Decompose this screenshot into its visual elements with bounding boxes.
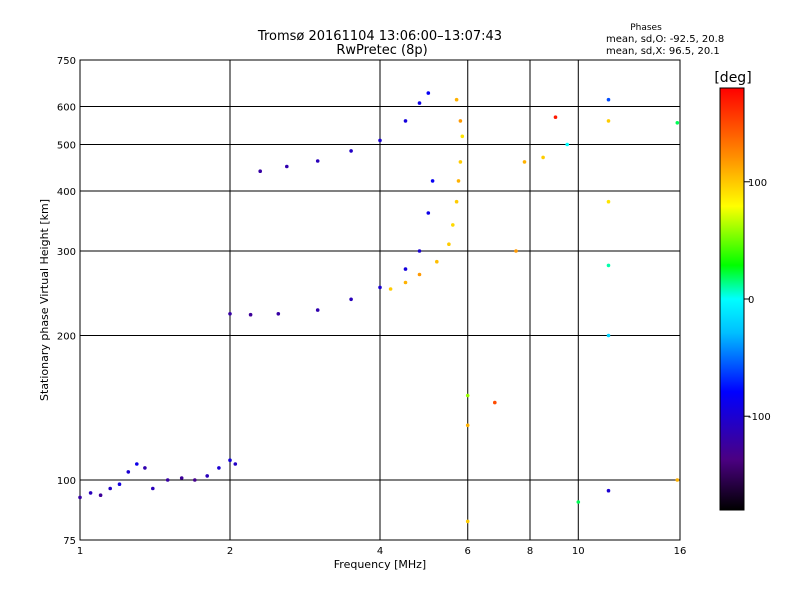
data-point — [426, 211, 431, 215]
data-point — [493, 400, 497, 405]
data-point — [417, 272, 422, 277]
x-tick-label: 1 — [77, 546, 83, 557]
colorbar-tick-label: -100 — [748, 412, 771, 423]
y-tick-label: 300 — [57, 247, 76, 258]
data-point — [315, 159, 320, 163]
data-point — [88, 491, 93, 495]
x-tick-label: 2 — [227, 546, 233, 557]
data-point — [417, 249, 422, 253]
data-point — [465, 393, 470, 398]
chart-subtitle: RwPretec (8p) — [336, 43, 427, 58]
data-point — [117, 482, 122, 487]
data-point — [126, 470, 131, 474]
data-point — [135, 462, 139, 466]
colorbar-label: [deg] — [714, 70, 751, 86]
data-point — [388, 287, 393, 291]
stats-x-text: mean, sd,X: 96.5, 20.1 — [606, 46, 720, 57]
y-axis-ticks: 75 100 200 300 400 500 600 750 — [57, 56, 76, 547]
data-point — [417, 101, 422, 105]
data-point — [378, 285, 382, 290]
colorbar-ticks: 100 0 -100 — [744, 178, 771, 423]
data-point — [193, 478, 197, 482]
stats-title: Phases — [630, 23, 662, 33]
data-point — [179, 476, 184, 480]
data-point — [217, 466, 221, 470]
data-point — [426, 91, 431, 95]
data-point — [285, 164, 289, 169]
data-point — [675, 478, 680, 482]
y-tick-label: 100 — [57, 476, 76, 487]
data-point — [349, 297, 353, 302]
data-point — [458, 160, 463, 164]
y-tick-label: 400 — [57, 187, 76, 198]
data-point — [151, 486, 155, 491]
data-point — [460, 134, 465, 139]
data-point — [349, 149, 353, 153]
data-point — [465, 519, 470, 524]
data-point — [228, 312, 232, 316]
x-tick-label: 10 — [572, 546, 585, 557]
data-point — [576, 500, 581, 504]
data-point — [78, 495, 82, 500]
stats-o-text: mean, sd,O: -92.5, 20.8 — [606, 34, 724, 45]
colorbar-tick-label: 0 — [748, 295, 754, 306]
data-point — [454, 199, 459, 204]
y-tick-label: 750 — [57, 56, 76, 67]
data-point — [403, 119, 408, 123]
data-point — [165, 478, 170, 482]
data-point — [606, 199, 611, 204]
data-point — [514, 249, 518, 253]
y-axis-label: Stationary phase Virtual Height [km] — [38, 199, 51, 401]
data-point — [378, 138, 382, 143]
x-axis-label: Frequency [MHz] — [334, 558, 426, 571]
data-point — [456, 179, 461, 183]
data-point — [258, 169, 263, 173]
data-point — [228, 458, 232, 463]
scatter-points — [78, 91, 680, 524]
x-tick-label: 8 — [527, 546, 533, 557]
data-point — [315, 308, 320, 312]
grid-lines — [80, 60, 680, 540]
data-point — [465, 423, 470, 428]
chart-title: Tromsø 20161104 13:06:00–13:07:43 — [257, 29, 502, 44]
data-point — [675, 121, 680, 125]
x-tick-label: 6 — [465, 546, 471, 557]
data-point — [606, 333, 611, 338]
data-point — [276, 312, 281, 316]
data-point — [403, 267, 408, 271]
data-point — [553, 115, 558, 119]
y-tick-label: 200 — [57, 332, 76, 343]
data-point — [606, 97, 611, 102]
data-point — [98, 493, 103, 498]
data-point — [403, 280, 408, 285]
x-tick-label: 16 — [674, 546, 687, 557]
data-point — [606, 488, 611, 493]
data-point — [108, 486, 112, 491]
y-tick-label: 500 — [57, 141, 76, 152]
colorbar — [719, 87, 745, 511]
data-point — [233, 462, 238, 466]
data-point — [451, 223, 455, 227]
data-point — [606, 263, 611, 268]
data-point — [606, 119, 611, 123]
y-tick-label: 75 — [63, 536, 76, 547]
data-point — [541, 155, 545, 160]
data-point — [248, 312, 253, 317]
x-tick-label: 4 — [377, 546, 383, 557]
data-point — [565, 142, 569, 147]
data-point — [447, 242, 451, 246]
data-point — [458, 119, 463, 123]
colorbar-tick-label: 100 — [748, 178, 767, 189]
y-tick-label: 600 — [57, 103, 76, 114]
data-point — [522, 160, 527, 164]
data-point — [143, 466, 147, 470]
x-axis-ticks: 1 2 4 6 8 10 16 — [77, 546, 687, 557]
data-point — [430, 179, 435, 183]
data-point — [435, 259, 439, 264]
data-point — [205, 474, 209, 478]
data-point — [454, 97, 459, 102]
